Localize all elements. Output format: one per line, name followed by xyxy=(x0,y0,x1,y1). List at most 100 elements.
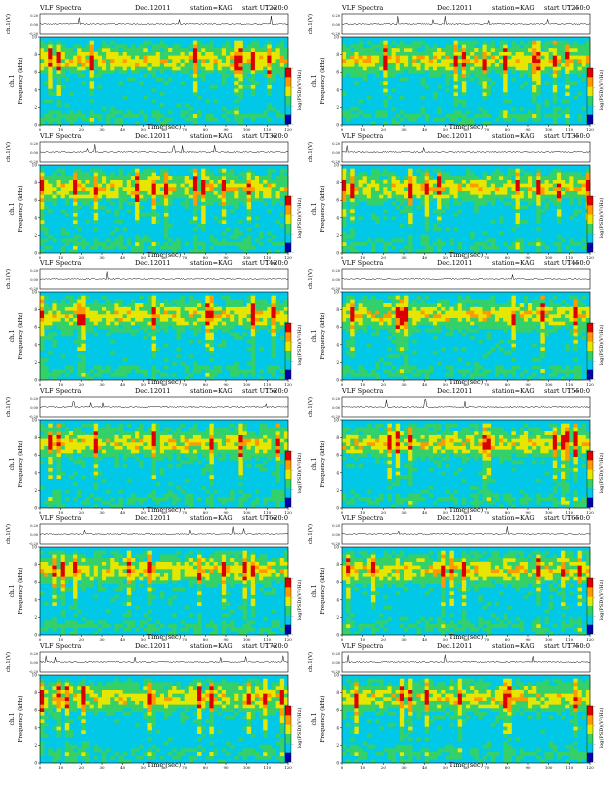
spectrogram-cell xyxy=(44,295,49,300)
spectrogram-cell xyxy=(573,314,578,318)
spectrogram-cell xyxy=(126,179,132,184)
spectrogram-cell xyxy=(97,190,103,195)
spectrogram-cell xyxy=(499,55,504,60)
spectrogram-cell xyxy=(44,376,49,381)
spectrogram-cell xyxy=(523,66,529,71)
spectrogram-cell xyxy=(114,121,119,126)
header-station: station=KAG xyxy=(190,387,233,395)
spectrogram-cell xyxy=(350,343,355,348)
colorbar-segment xyxy=(587,332,593,342)
spectrogram-cell xyxy=(213,59,219,63)
spectrogram-cell xyxy=(490,242,496,246)
spectrogram-cell xyxy=(408,70,413,74)
spectrogram-cell xyxy=(242,172,247,177)
spectrogram-cell xyxy=(267,231,272,235)
spectrogram-cell xyxy=(110,431,115,435)
spectrogram-cell xyxy=(89,306,95,311)
spectrogram-cell xyxy=(40,358,45,362)
spectrogram-cell xyxy=(40,205,45,210)
spectrogram-cell xyxy=(40,453,45,457)
spectrogram-cell xyxy=(449,365,454,370)
spectrogram-cell xyxy=(139,431,144,435)
spectrogram-cell xyxy=(416,369,421,373)
spectrogram-cell xyxy=(106,445,111,450)
spectrogram-cell xyxy=(404,190,409,195)
spectrogram-cell xyxy=(97,445,103,450)
spectrogram-cell xyxy=(532,99,537,104)
spectrogram-cell xyxy=(461,103,467,107)
header-start-ut: 1250:0 xyxy=(567,4,590,12)
spectrogram-cell xyxy=(102,427,107,432)
spectrogram-cell xyxy=(164,55,169,60)
freq-tick-label: 2 xyxy=(336,105,339,110)
spectrogram-cell xyxy=(122,48,128,52)
spectrogram-cell xyxy=(416,59,421,63)
spectrogram-cell xyxy=(102,66,107,71)
spectrogram-cell xyxy=(60,55,66,60)
timeseries-trace xyxy=(39,401,289,409)
spectrogram-cell xyxy=(424,194,430,199)
spectrogram-cell xyxy=(457,321,463,326)
spectrogram-cell xyxy=(358,198,363,202)
spectrogram-cell xyxy=(461,303,467,307)
spectrogram-cell xyxy=(147,317,152,322)
spectrogram-cell xyxy=(151,306,157,311)
spectrogram-cell xyxy=(503,350,508,355)
panel-svg: VLF Spectra Dec.12011 station=KAG start UT … xyxy=(5,132,303,260)
spectrogram-cell xyxy=(424,317,430,322)
spectrogram-cell xyxy=(254,216,260,221)
spectrogram-cell xyxy=(110,504,115,509)
spectrogram-cell xyxy=(383,306,388,311)
spectrogram-cell xyxy=(362,114,368,118)
spectrogram-cell xyxy=(184,194,190,199)
spectrogram-cell xyxy=(184,198,190,202)
spectrogram-cell xyxy=(89,114,95,118)
spectrogram-cell xyxy=(93,216,99,221)
time-tick-label: 40 xyxy=(120,382,126,387)
spectrogram-cell xyxy=(56,471,61,476)
spectrogram-cell xyxy=(184,310,190,315)
spectrogram-cell xyxy=(408,209,413,213)
spectrogram-cell xyxy=(217,62,223,67)
spectrogram-cell xyxy=(585,40,591,45)
spectrogram-cell xyxy=(279,212,285,217)
spectrogram-cell xyxy=(523,70,529,74)
spectrogram-cell xyxy=(279,223,285,228)
spectrogram-cell xyxy=(242,317,247,322)
spectrogram-cell xyxy=(263,110,268,115)
spectrogram-cell xyxy=(581,179,587,184)
spectrogram-cell xyxy=(453,187,459,191)
spectrogram-cell xyxy=(470,55,475,60)
spectrogram-cell xyxy=(354,106,359,111)
colorbar-tick-label: - xyxy=(594,194,596,199)
spectrogram-cell xyxy=(110,445,115,450)
spectrogram-cell xyxy=(577,179,583,184)
spectrogram-cell xyxy=(164,212,169,217)
spectrogram-cell xyxy=(536,314,541,318)
spectrogram-cell xyxy=(242,51,247,56)
spectrogram-cell xyxy=(81,339,86,344)
spectrogram-cell xyxy=(519,59,525,63)
spectrogram-cell xyxy=(234,99,239,104)
spectrogram-cell xyxy=(271,194,276,199)
spectrogram-cell xyxy=(89,51,95,56)
spectrogram-cell xyxy=(48,117,53,122)
spectrogram-cell xyxy=(445,88,450,93)
spectrogram-cell xyxy=(93,321,99,326)
spectrogram-cell xyxy=(221,194,227,199)
spectrogram-cell xyxy=(445,172,450,177)
spectrogram-cell xyxy=(441,317,446,322)
spectrogram-cell xyxy=(81,438,86,443)
spectrogram-cell xyxy=(573,51,578,56)
spectrogram-cell xyxy=(437,303,442,307)
spectrogram-cell xyxy=(114,238,119,243)
spectrogram-cell xyxy=(515,306,521,311)
spectrogram-cell xyxy=(279,376,285,381)
spectrogram-cell xyxy=(449,44,454,49)
spectrogram-cell xyxy=(437,187,442,191)
spectrogram-cell xyxy=(391,40,397,45)
spectrogram-cell xyxy=(482,314,487,318)
spectrogram-cell xyxy=(391,48,397,52)
spectrogram-cell xyxy=(408,249,413,254)
spectrogram-cell xyxy=(267,48,272,52)
